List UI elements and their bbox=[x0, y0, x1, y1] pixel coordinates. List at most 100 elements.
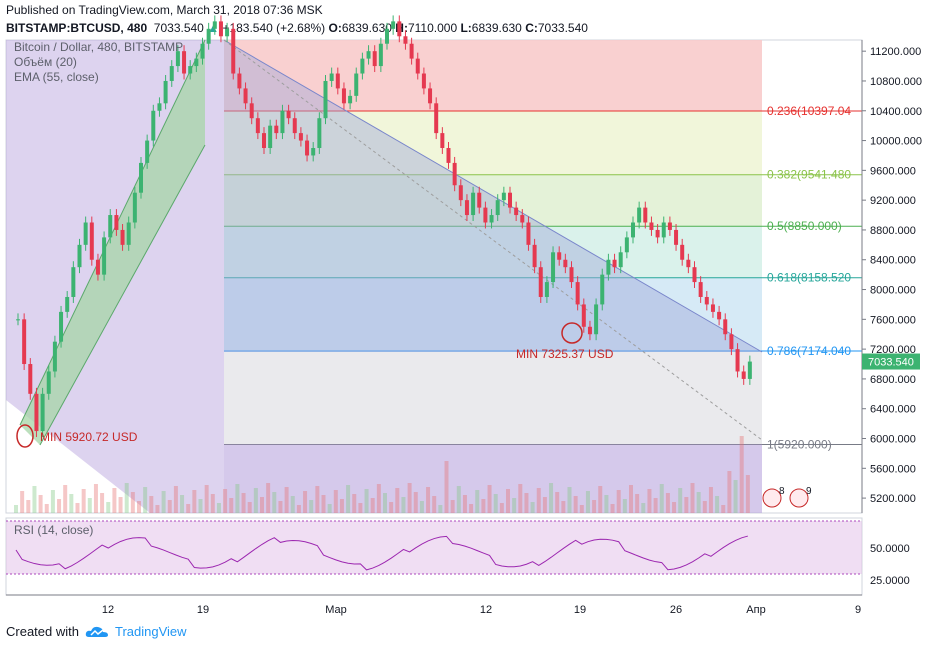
candle bbox=[16, 319, 20, 321]
candle bbox=[606, 259, 611, 275]
open-label: O: bbox=[328, 21, 342, 35]
candle bbox=[102, 237, 107, 275]
published-caption: Published on TradingView.com, March 31, … bbox=[6, 3, 323, 17]
candle bbox=[618, 252, 623, 268]
candle bbox=[329, 73, 334, 81]
volume-bar bbox=[616, 490, 621, 513]
candle bbox=[206, 28, 211, 44]
volume-bar bbox=[401, 497, 406, 513]
candle bbox=[526, 222, 531, 245]
candle bbox=[169, 66, 174, 81]
rsi-line bbox=[15, 535, 748, 571]
volume-bar bbox=[745, 475, 750, 513]
price-tag-label: 7033.540 bbox=[868, 357, 914, 369]
volume-bar bbox=[567, 487, 572, 513]
volume-bar bbox=[216, 503, 221, 513]
volume-bar bbox=[665, 493, 670, 513]
volume-bar bbox=[346, 485, 351, 513]
min-right-circle bbox=[561, 322, 583, 344]
volume-bar bbox=[702, 501, 707, 513]
volume-bar bbox=[407, 483, 412, 513]
volume-bar bbox=[118, 497, 123, 513]
candle bbox=[298, 133, 303, 141]
fib-label-0.382: 0.382(9541.480 bbox=[767, 168, 851, 182]
volume-bar bbox=[75, 503, 80, 513]
volume-bar bbox=[493, 494, 498, 513]
volume-bar bbox=[69, 494, 74, 513]
volume-bar bbox=[192, 490, 197, 513]
event-badge-count: 9 bbox=[806, 486, 812, 497]
volume-bar bbox=[63, 485, 68, 513]
candle bbox=[341, 88, 346, 104]
y-tick-label: 5600.000 bbox=[870, 463, 916, 475]
candle bbox=[145, 140, 150, 163]
volume-bar bbox=[487, 485, 492, 513]
volume-bar bbox=[696, 492, 701, 513]
legend-title: Bitcoin / Dollar, 480, BITSTAMP bbox=[14, 40, 184, 54]
high-value: 7110.000 bbox=[407, 21, 458, 35]
candle bbox=[594, 304, 599, 335]
volume-bar bbox=[579, 505, 584, 513]
candle bbox=[581, 304, 586, 327]
candle bbox=[428, 88, 433, 104]
candle bbox=[59, 311, 64, 342]
volume-bar bbox=[315, 486, 320, 513]
candle bbox=[667, 222, 672, 230]
candle bbox=[65, 296, 70, 312]
candle bbox=[280, 110, 285, 134]
candle bbox=[28, 364, 33, 394]
volume-bar bbox=[198, 499, 203, 513]
volume-bar bbox=[426, 487, 431, 513]
symbol-label: BITSTAMP:BTCUSD, 480 bbox=[6, 21, 148, 35]
x-tick-label: 19 bbox=[574, 604, 586, 616]
candle bbox=[446, 148, 451, 163]
last-price: 7033.540 bbox=[153, 21, 204, 35]
y-tick-label: 9200.000 bbox=[870, 195, 916, 207]
candle bbox=[311, 148, 316, 156]
volume-bar bbox=[604, 495, 609, 513]
chart-legend: Bitcoin / Dollar, 480, BITSTAMP Объём (2… bbox=[14, 40, 183, 85]
fib-zone bbox=[224, 277, 762, 352]
volume-bar bbox=[333, 490, 338, 513]
event-flag-icon bbox=[762, 488, 782, 508]
candle bbox=[661, 222, 666, 238]
candle bbox=[52, 341, 57, 372]
candle bbox=[292, 118, 297, 134]
candle bbox=[464, 200, 469, 216]
volume-bar bbox=[173, 486, 178, 513]
volume-bar bbox=[733, 480, 738, 513]
volume-bar bbox=[284, 487, 289, 513]
x-tick-label: 12 bbox=[102, 604, 114, 616]
candle bbox=[348, 95, 353, 104]
candle bbox=[151, 110, 156, 141]
volume-bar bbox=[358, 503, 363, 513]
candle bbox=[729, 334, 734, 350]
volume-bar bbox=[585, 491, 590, 513]
volume-bar bbox=[462, 495, 467, 513]
candle bbox=[305, 140, 310, 156]
candle bbox=[120, 229, 125, 245]
candle bbox=[385, 28, 389, 44]
candle bbox=[188, 66, 193, 74]
candle bbox=[612, 259, 617, 268]
candle bbox=[704, 296, 709, 305]
x-tick-label: Апр bbox=[746, 604, 765, 616]
tradingview-link[interactable]: TradingView bbox=[114, 624, 187, 639]
candle bbox=[698, 282, 703, 297]
candle bbox=[710, 304, 715, 312]
candle bbox=[40, 393, 45, 432]
volume-bar bbox=[542, 497, 547, 513]
y-tick-label: 6400.000 bbox=[870, 404, 916, 416]
candle bbox=[237, 73, 242, 89]
candle bbox=[587, 326, 592, 335]
candle bbox=[421, 73, 426, 89]
volume-bar bbox=[81, 489, 86, 513]
fib-label-0.236: 0.236(10397.04 bbox=[767, 104, 851, 118]
candle bbox=[71, 267, 76, 297]
volume-bar bbox=[684, 497, 689, 513]
y-tick-label: 5200.000 bbox=[870, 493, 916, 505]
fib-label-0.618: 0.618(8158.520 bbox=[767, 271, 851, 285]
volume-bar bbox=[266, 483, 271, 513]
candle bbox=[551, 252, 556, 283]
